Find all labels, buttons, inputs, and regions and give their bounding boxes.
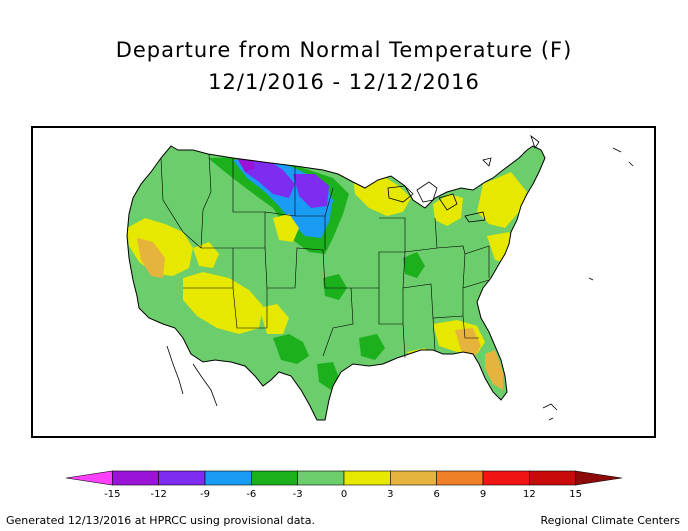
legend-tick-label: -6 <box>246 489 256 500</box>
date-range: 12/1/2016 - 12/12/2016 <box>208 70 480 94</box>
legend-tick-label: 3 <box>387 489 393 500</box>
legend-bin <box>390 470 437 486</box>
credit-text: Regional Climate Centers <box>540 514 680 527</box>
legend-bin <box>158 470 206 486</box>
legend-bin <box>297 470 345 486</box>
legend-tick-label: 6 <box>433 489 439 500</box>
legend-tick-label: -15 <box>104 489 120 500</box>
state-boundaries <box>160 153 490 359</box>
legend-bin <box>529 470 576 486</box>
generated-note: Generated 12/13/2016 at HPRCC using prov… <box>6 514 315 527</box>
legend-bin <box>436 470 484 486</box>
coastline-extras <box>166 134 634 421</box>
legend-tick-label: 9 <box>480 489 486 500</box>
legend-tick-label: -9 <box>200 489 210 500</box>
legend-bin <box>112 470 159 486</box>
us-temperature-map <box>126 134 634 421</box>
map-title: Departure from Normal Temperature (F) <box>115 38 573 62</box>
color-legend: -15 -12 -9 -6 -3 0 3 6 9 12 15 <box>65 470 623 500</box>
legend-bin <box>204 470 252 486</box>
legend-bin <box>343 470 391 486</box>
legend-tick-label: 15 <box>569 489 582 500</box>
legend-bin <box>65 470 113 486</box>
legend-tick-label: -3 <box>293 489 303 500</box>
legend-tick-label: 12 <box>523 489 536 500</box>
map-frame <box>31 126 656 438</box>
legend-bar: -15 -12 -9 -6 -3 0 3 6 9 12 15 <box>65 470 623 500</box>
legend-bin <box>251 470 298 486</box>
legend-tick-label: 0 <box>341 489 347 500</box>
legend-tick-label: -12 <box>150 489 166 500</box>
legend-bin <box>482 470 530 486</box>
legend-bin <box>575 470 623 486</box>
